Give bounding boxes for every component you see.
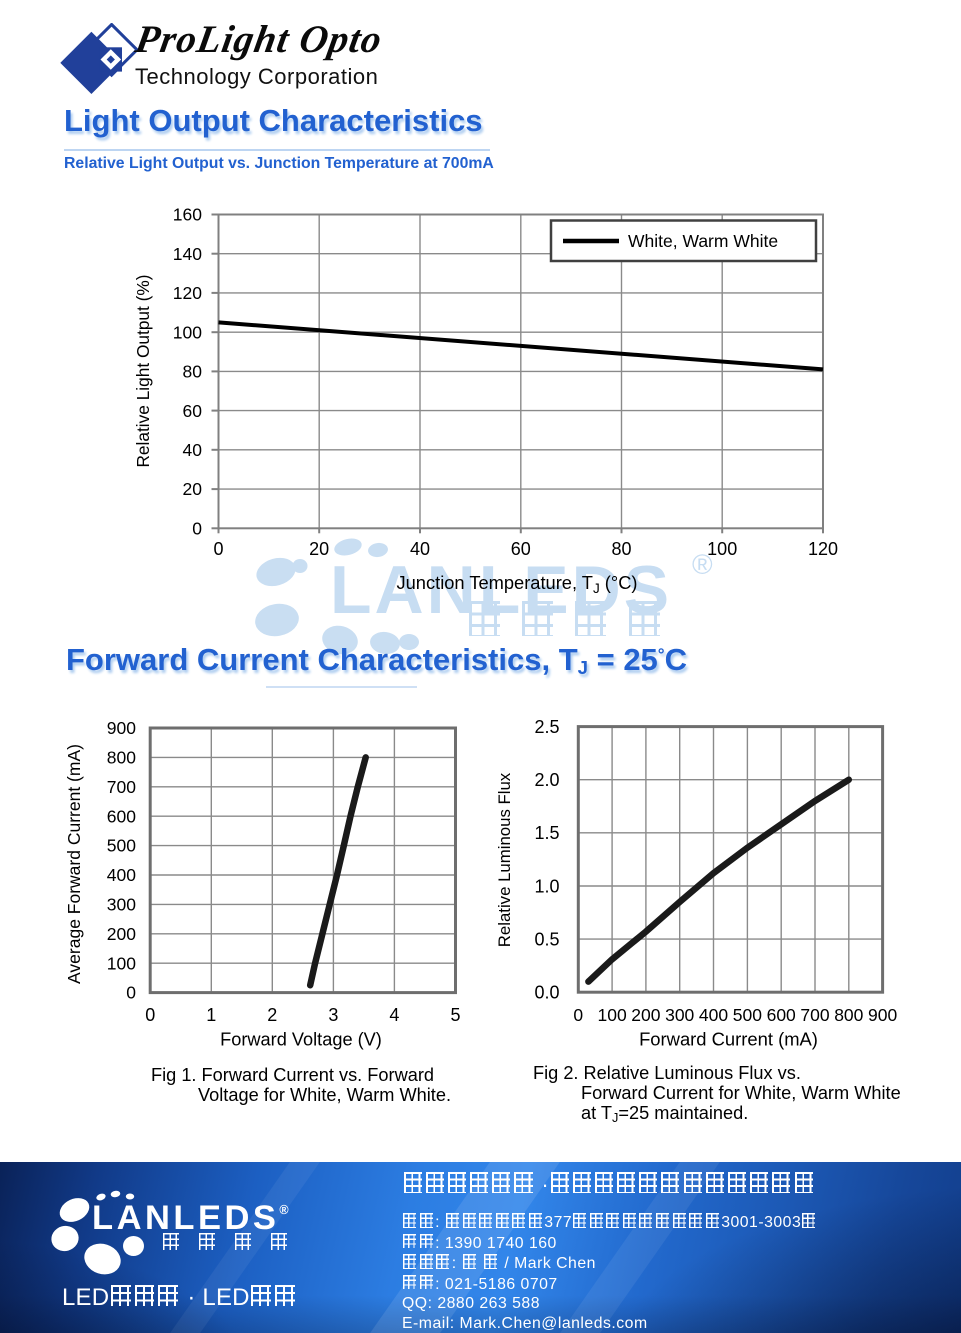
svg-text:120: 120 (173, 283, 202, 303)
svg-text:900: 900 (107, 718, 136, 738)
svg-text:1: 1 (206, 1005, 216, 1025)
svg-text:80: 80 (611, 539, 631, 559)
svg-text:0: 0 (573, 1005, 583, 1025)
svg-text:0: 0 (126, 983, 136, 1003)
svg-text:40: 40 (183, 440, 203, 460)
svg-text:140: 140 (173, 244, 202, 264)
svg-text:200: 200 (107, 924, 136, 944)
svg-text:700: 700 (800, 1005, 829, 1025)
svg-text:2: 2 (267, 1005, 277, 1025)
svg-text:White, Warm White: White, Warm White (628, 231, 778, 251)
svg-text:100: 100 (597, 1005, 626, 1025)
svg-text:Forward Voltage (V): Forward Voltage (V) (220, 1030, 382, 1050)
svg-text:100: 100 (173, 322, 202, 342)
svg-text:200: 200 (631, 1005, 660, 1025)
svg-text:800: 800 (834, 1005, 863, 1025)
svg-text:0: 0 (213, 539, 223, 559)
svg-text:60: 60 (183, 401, 203, 421)
svg-text:60: 60 (511, 539, 531, 559)
svg-text:80: 80 (183, 362, 203, 382)
svg-text:300: 300 (665, 1005, 694, 1025)
svg-text:2.5: 2.5 (534, 717, 559, 737)
svg-text:1.5: 1.5 (534, 823, 559, 843)
svg-text:40: 40 (410, 539, 430, 559)
svg-text:4: 4 (389, 1005, 399, 1025)
svg-text:100: 100 (107, 953, 136, 973)
svg-text:300: 300 (107, 895, 136, 915)
svg-text:100: 100 (707, 539, 737, 559)
svg-text:0.5: 0.5 (534, 929, 559, 949)
svg-text:500: 500 (107, 836, 136, 856)
svg-text:800: 800 (107, 748, 136, 768)
svg-text:600: 600 (107, 806, 136, 826)
svg-text:400: 400 (107, 865, 136, 885)
svg-text:Junction Temperature, TJ (°C): Junction Temperature, TJ (°C) (397, 572, 638, 596)
svg-text:3: 3 (328, 1005, 338, 1025)
svg-text:Average Forward Current (mA): Average Forward Current (mA) (64, 744, 84, 984)
svg-text:700: 700 (107, 777, 136, 797)
svg-text:2.0: 2.0 (534, 770, 559, 790)
svg-text:0: 0 (145, 1005, 155, 1025)
svg-text:900: 900 (868, 1005, 897, 1025)
svg-text:Relative Light Output (%): Relative Light Output (%) (133, 274, 153, 467)
svg-text:Relative Luminous Flux: Relative Luminous Flux (495, 772, 514, 947)
svg-text:120: 120 (808, 539, 838, 559)
svg-text:Forward Current (mA): Forward Current (mA) (639, 1029, 818, 1050)
svg-text:5: 5 (450, 1005, 460, 1025)
svg-text:600: 600 (767, 1005, 796, 1025)
svg-text:1.0: 1.0 (534, 876, 559, 896)
svg-text:160: 160 (173, 205, 202, 225)
svg-text:0.0: 0.0 (534, 983, 559, 1003)
svg-text:0: 0 (192, 518, 202, 538)
svg-text:20: 20 (183, 479, 203, 499)
svg-text:500: 500 (733, 1005, 762, 1025)
svg-text:400: 400 (699, 1005, 728, 1025)
svg-text:20: 20 (309, 539, 329, 559)
